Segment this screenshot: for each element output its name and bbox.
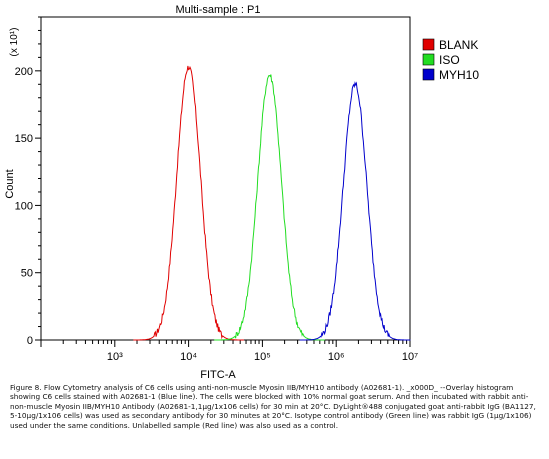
legend-swatch-myh10 <box>422 68 435 81</box>
figure-caption: Figure 8. Flow Cytometry analysis of C6 … <box>10 383 536 430</box>
y-tick-label: 150 <box>15 133 33 145</box>
y-multiplier-label: (x 10¹) <box>9 28 20 57</box>
y-tick-label: 200 <box>15 66 33 78</box>
y-tick-label: 100 <box>15 200 33 212</box>
plot-area: 10³ 10⁴ 10⁵ 10⁶ 10⁷ 0 50 100 150 200 <box>15 16 418 363</box>
legend-label-myh10: MYH10 <box>439 68 479 82</box>
series-line-iso <box>214 74 325 341</box>
series-line-blank <box>133 65 244 341</box>
x-tick-label: 10⁴ <box>180 351 197 363</box>
y-tick-label: 50 <box>21 268 33 280</box>
x-tick-label: 10³ <box>107 351 123 363</box>
legend-label-iso: ISO <box>439 53 460 67</box>
x-tick-label: 10⁶ <box>328 351 345 363</box>
legend-swatch-blank <box>422 38 435 51</box>
x-axis-label: FITC-A <box>200 369 236 381</box>
y-axis-label: Count <box>4 169 16 198</box>
x-tick-label: 10⁷ <box>402 351 418 363</box>
legend-swatch-iso <box>422 53 435 66</box>
x-tick-label: 10⁵ <box>254 351 271 363</box>
legend-label-blank: BLANK <box>439 38 478 52</box>
series-line-myh10 <box>299 81 411 341</box>
y-tick-label: 0 <box>27 335 33 347</box>
plot-frame <box>40 16 411 341</box>
chart-title: Multi-sample : P1 <box>176 4 261 16</box>
